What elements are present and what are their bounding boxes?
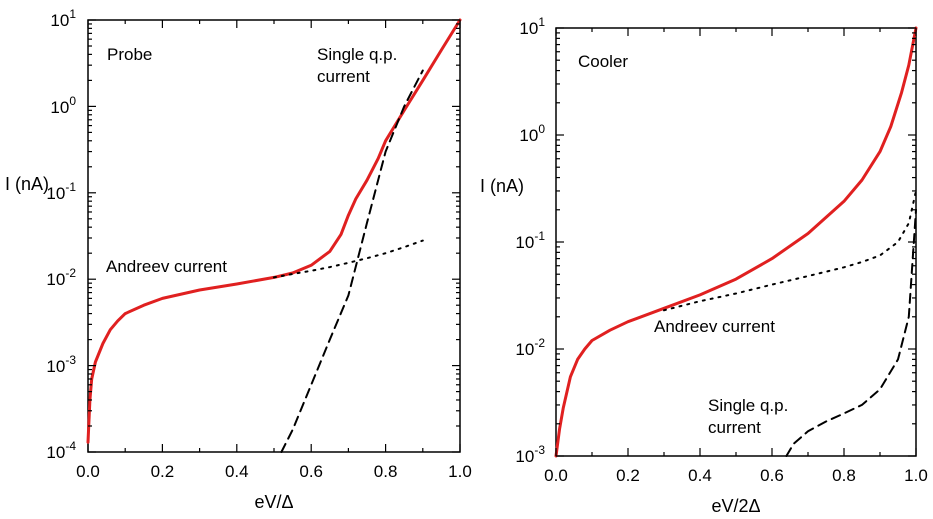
cooler-single-qp-current-line bbox=[785, 208, 917, 457]
cooler-total-current-line bbox=[554, 26, 918, 458]
x-tick-label: 0.4 bbox=[225, 462, 249, 481]
cooler-curves bbox=[554, 26, 918, 458]
x-tick-label: 0.6 bbox=[299, 462, 323, 481]
probe-panel: Probe Single q.p. current Andreev curren… bbox=[5, 7, 472, 512]
x-tick-label: 0.0 bbox=[544, 466, 568, 485]
probe-single-qp-label-line2: current bbox=[317, 67, 370, 86]
x-tick-label: 1.0 bbox=[904, 466, 928, 485]
x-tick-label: 0.8 bbox=[374, 462, 398, 481]
x-tick-label: 0.0 bbox=[76, 462, 100, 481]
y-tick-label: 10-2 bbox=[515, 336, 545, 359]
x-tick-label: 1.0 bbox=[448, 462, 472, 481]
probe-panel-label: Probe bbox=[107, 45, 152, 64]
y-tick-label: 10-3 bbox=[46, 353, 76, 376]
probe-x-tick-labels: 0.0 0.2 0.4 0.6 0.8 1.0 bbox=[76, 462, 472, 481]
y-tick-label: 10-1 bbox=[46, 180, 76, 203]
x-tick-label: 0.4 bbox=[688, 466, 712, 485]
y-tick-label: 10-3 bbox=[515, 443, 545, 466]
cooler-single-qp-label-line1: Single q.p. bbox=[708, 396, 788, 415]
y-tick-label: 10-2 bbox=[46, 266, 76, 289]
cooler-single-qp-label-line2: current bbox=[708, 418, 761, 437]
x-tick-label: 0.2 bbox=[616, 466, 640, 485]
x-tick-label: 0.6 bbox=[760, 466, 784, 485]
probe-andreev-current-line bbox=[273, 239, 424, 279]
cooler-andreev-current-line bbox=[663, 189, 917, 312]
y-tick-label: 10-1 bbox=[515, 229, 545, 252]
y-tick-label: 100 bbox=[50, 94, 76, 117]
y-tick-label: 101 bbox=[50, 7, 76, 30]
probe-single-qp-label-line1: Single q.p. bbox=[317, 45, 397, 64]
x-tick-label: 0.2 bbox=[151, 462, 175, 481]
probe-total-current-line bbox=[86, 18, 462, 444]
cooler-panel-label: Cooler bbox=[578, 52, 628, 71]
cooler-ticks bbox=[555, 27, 917, 457]
cooler-panel: Cooler Andreev current Single q.p. curre… bbox=[480, 15, 928, 516]
probe-y-axis-title: I (nA) bbox=[5, 174, 49, 194]
probe-y-tick-labels: 10-4 10-3 10-2 10-1 100 101 bbox=[46, 7, 76, 462]
cooler-y-tick-labels: 10-3 10-2 10-1 100 101 bbox=[515, 15, 545, 466]
y-tick-label: 100 bbox=[519, 122, 545, 145]
probe-x-axis-title: eV/Δ bbox=[254, 492, 293, 512]
probe-andreev-label: Andreev current bbox=[106, 257, 227, 276]
probe-plot-frame bbox=[87, 19, 461, 453]
y-tick-label: 101 bbox=[519, 15, 545, 38]
cooler-y-axis-title: I (nA) bbox=[480, 176, 524, 196]
cooler-plot-frame bbox=[555, 27, 917, 457]
probe-curves bbox=[86, 18, 462, 453]
probe-ticks bbox=[87, 19, 461, 453]
probe-single-qp-current-line bbox=[280, 69, 424, 453]
cooler-x-tick-labels: 0.0 0.2 0.4 0.6 0.8 1.0 bbox=[544, 466, 928, 485]
x-tick-label: 0.8 bbox=[832, 466, 856, 485]
y-tick-label: 10-4 bbox=[46, 439, 76, 462]
cooler-andreev-label: Andreev current bbox=[654, 317, 775, 336]
cooler-x-axis-title: eV/2Δ bbox=[711, 496, 760, 516]
